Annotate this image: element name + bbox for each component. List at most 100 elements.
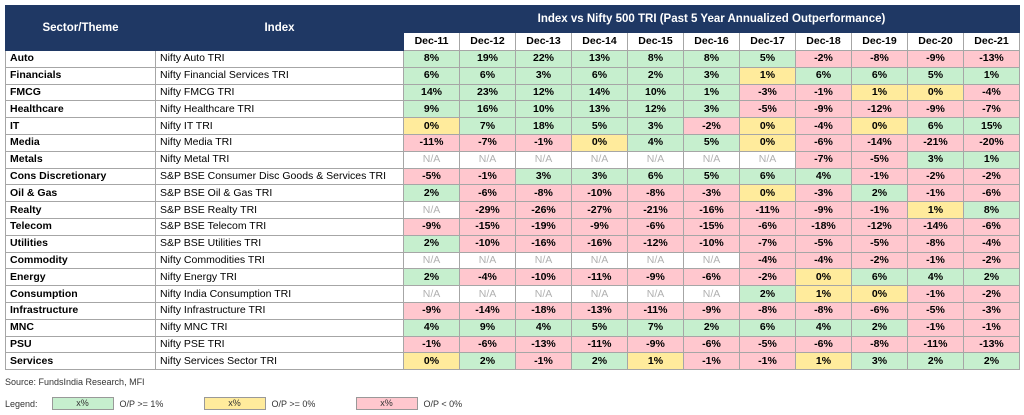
value-cell: -6%: [963, 184, 1020, 203]
index-cell: Nifty Commodities TRI: [155, 251, 404, 270]
index-cell: Nifty Metal TRI: [155, 150, 404, 169]
value-cell: 1%: [739, 66, 796, 85]
value-cell: -12%: [627, 234, 684, 253]
value-cell: -14%: [907, 217, 964, 236]
value-cell: 3%: [515, 167, 572, 186]
column-header: Dec-20: [907, 32, 964, 51]
column-header: Dec-17: [739, 32, 796, 51]
value-cell: -7%: [739, 234, 796, 253]
value-cell: 1%: [963, 66, 1020, 85]
value-cell: -13%: [515, 335, 572, 354]
value-cell: -16%: [683, 201, 740, 219]
row: Realty S&P BSE Realty TRI N/A -29% -26% -27% -…: [5, 201, 1020, 219]
value-cell: -7%: [459, 133, 516, 152]
value-cell: -2%: [795, 50, 852, 68]
value-cell: -6%: [683, 268, 740, 287]
value-cell: -21%: [907, 133, 964, 152]
value-cell: -13%: [571, 301, 628, 320]
value-cell: -6%: [963, 217, 1020, 236]
value-cell: -5%: [739, 100, 796, 119]
value-cell: -8%: [851, 50, 908, 68]
value-cell: 2%: [627, 66, 684, 85]
sector-cell: Metals: [5, 150, 156, 169]
value-cell: -9%: [571, 217, 628, 236]
value-cell: 1%: [795, 352, 852, 371]
row: Infrastructure Nifty Infrastructure TRI -9…: [5, 301, 1020, 320]
row: Energy Nifty Energy TRI 2% -4% -10% -11% -9% -6…: [5, 268, 1020, 287]
value-cell: -18%: [515, 301, 572, 320]
value-cell: 3%: [907, 150, 964, 169]
row: IT Nifty IT TRI 0% 7% 18% 5% 3% -2% 0% -4% 0% 6% 15%: [5, 117, 1020, 135]
legend-label: O/P >= 1%: [119, 398, 164, 409]
group-title: Index vs Nifty 500 TRI (Past 5 Year Annu…: [403, 5, 1020, 33]
value-cell: -29%: [459, 201, 516, 219]
column-header: Dec-12: [459, 32, 516, 51]
value-cell: N/A: [459, 285, 516, 303]
index-cell: Nifty Media TRI: [155, 133, 404, 152]
sector-cell: Utilities: [5, 234, 156, 253]
index-cell: S&P BSE Consumer Disc Goods & Services T…: [155, 167, 404, 186]
value-cell: 6%: [795, 66, 852, 85]
sector-cell: Healthcare: [5, 100, 156, 119]
value-cell: 10%: [515, 100, 572, 119]
value-cell: -6%: [683, 335, 740, 354]
column-header: Dec-14: [571, 32, 628, 51]
value-cell: 9%: [403, 100, 460, 119]
value-cell: -2%: [907, 167, 964, 186]
value-cell: 0%: [571, 133, 628, 152]
value-cell: N/A: [403, 150, 460, 169]
row: Telecom S&P BSE Telecom TRI -9% -15% -19% -9%…: [5, 217, 1020, 236]
value-cell: -5%: [851, 150, 908, 169]
value-cell: -4%: [795, 117, 852, 135]
index-cell: S&P BSE Telecom TRI: [155, 217, 404, 236]
row: MNC Nifty MNC TRI 4% 9% 4% 5% 7% 2% 6% 4% 2% -1% -1%: [5, 318, 1020, 337]
value-cell: -4%: [739, 251, 796, 270]
value-cell: -11%: [571, 268, 628, 287]
value-cell: -14%: [459, 301, 516, 320]
row: Commodity Nifty Commodities TRI N/A N/A N/A N…: [5, 251, 1020, 270]
value-cell: -9%: [795, 201, 852, 219]
value-cell: 5%: [683, 133, 740, 152]
value-cell: -3%: [795, 184, 852, 203]
value-cell: -9%: [907, 50, 964, 68]
value-cell: -18%: [795, 217, 852, 236]
value-cell: 6%: [627, 167, 684, 186]
value-cell: -8%: [795, 301, 852, 320]
legend-title: Legend:: [5, 398, 38, 409]
value-cell: -4%: [459, 268, 516, 287]
value-cell: -19%: [515, 217, 572, 236]
value-cell: 4%: [627, 133, 684, 152]
row: Auto Nifty Auto TRI 8% 19% 22% 13% 8% 8% 5% -2% -8…: [5, 50, 1020, 68]
header-row: Dec-11 Dec-12 Dec-13 Dec-14 Dec-15 Dec-16 Dec-…: [6, 32, 1020, 51]
value-cell: N/A: [739, 150, 796, 169]
value-cell: -3%: [963, 301, 1020, 320]
value-cell: 4%: [795, 318, 852, 337]
value-cell: N/A: [571, 251, 628, 270]
row: Utilities S&P BSE Utilities TRI 2% -10% -16%…: [5, 234, 1020, 253]
value-cell: -7%: [795, 150, 852, 169]
value-cell: -2%: [963, 251, 1020, 270]
value-cell: -10%: [515, 268, 572, 287]
value-cell: 2%: [403, 234, 460, 253]
value-cell: -4%: [963, 83, 1020, 102]
value-cell: N/A: [403, 251, 460, 270]
legend-swatch: x%: [203, 397, 266, 410]
value-cell: 14%: [403, 83, 460, 102]
row: FMCG Nifty FMCG TRI 14% 23% 12% 14% 10% 1% -3% -1…: [5, 83, 1020, 102]
sector-cell: FMCG: [5, 83, 156, 102]
value-cell: -20%: [963, 133, 1020, 152]
value-cell: -8%: [907, 234, 964, 253]
index-cell: Nifty IT TRI: [155, 117, 404, 135]
index-cell: Nifty Healthcare TRI: [155, 100, 404, 119]
value-cell: -9%: [403, 217, 460, 236]
sector-cell: Services: [5, 352, 156, 371]
sector-cell: Oil & Gas: [5, 184, 156, 203]
value-cell: 2%: [403, 268, 460, 287]
value-cell: -10%: [571, 184, 628, 203]
value-cell: 5%: [739, 50, 796, 68]
value-cell: -11%: [403, 133, 460, 152]
value-cell: -9%: [907, 100, 964, 119]
value-cell: -9%: [795, 100, 852, 119]
value-cell: 6%: [571, 66, 628, 85]
value-cell: 4%: [403, 318, 460, 337]
